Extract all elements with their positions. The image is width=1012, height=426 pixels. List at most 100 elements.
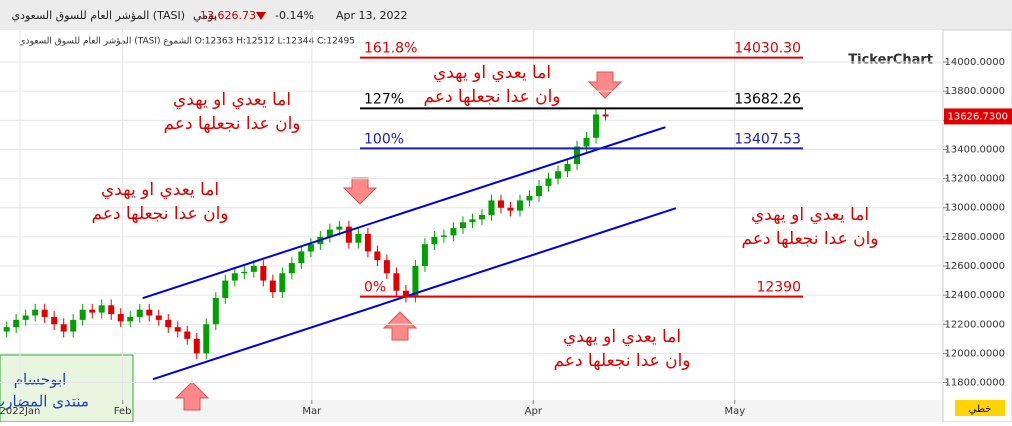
y-tick-label: 12600.0000 bbox=[945, 261, 1005, 272]
candle-body bbox=[298, 251, 305, 264]
candle-body bbox=[231, 273, 238, 281]
candle-body bbox=[497, 200, 504, 208]
candle-body bbox=[355, 233, 362, 243]
candle-body bbox=[51, 316, 58, 325]
y-tick-label: 13200.0000 bbox=[945, 174, 1005, 185]
arrow-up bbox=[174, 381, 210, 411]
candle-body bbox=[127, 316, 134, 322]
x-tick-label: Feb bbox=[114, 406, 132, 417]
candle-body bbox=[98, 305, 105, 313]
x-axis-strip bbox=[0, 400, 943, 422]
candle-body bbox=[155, 315, 162, 320]
candle-body bbox=[555, 171, 562, 179]
arrow-down bbox=[342, 177, 378, 205]
candle-body bbox=[184, 331, 191, 339]
candle-body bbox=[70, 319, 77, 332]
candle-body bbox=[393, 273, 400, 291]
y-tick-label: 13800.0000 bbox=[945, 86, 1005, 97]
candle-body bbox=[117, 314, 124, 322]
logo: TickerChart bbox=[848, 53, 933, 68]
candle-body bbox=[193, 338, 200, 354]
annotation: اما يعدي او يهدي bbox=[751, 205, 869, 225]
annotation: وان عدا نجعلها دعم bbox=[424, 87, 561, 107]
candle-body bbox=[440, 235, 447, 237]
candle-body bbox=[60, 324, 67, 332]
level-value: 13682.26 bbox=[734, 91, 801, 107]
candle-body bbox=[136, 309, 143, 317]
candle-body bbox=[431, 236, 438, 245]
change: -0.14% bbox=[275, 9, 314, 22]
symbol-name: المؤشر العام للسوق السعودي (TASI) bbox=[11, 9, 185, 22]
candle-body bbox=[326, 229, 333, 237]
arrow-down bbox=[587, 71, 623, 99]
y-tick-label: 12000.0000 bbox=[945, 348, 1005, 359]
y-axis-strip bbox=[942, 29, 1012, 423]
y-tick-label: 13400.0000 bbox=[945, 144, 1005, 155]
candle-body bbox=[507, 207, 514, 211]
annotation: وان عدا نجعلها دعم bbox=[554, 351, 691, 371]
y-tick-label: 12400.0000 bbox=[945, 290, 1005, 301]
candle-body bbox=[165, 319, 172, 328]
candle-body bbox=[526, 196, 533, 201]
arrows bbox=[174, 71, 623, 411]
candle-body bbox=[79, 309, 86, 320]
annotation: وان عدا نجعلها دعم bbox=[742, 229, 879, 249]
candle-body bbox=[402, 290, 409, 297]
watermark: ابوحسام bbox=[14, 371, 67, 389]
candle-body bbox=[222, 280, 229, 299]
level-label: 161.8% bbox=[364, 41, 417, 57]
candle-body bbox=[383, 260, 390, 274]
candle-body bbox=[459, 222, 466, 229]
candle-body bbox=[279, 273, 286, 293]
price-tag bbox=[944, 108, 1012, 125]
x-tick-label: Mar bbox=[302, 406, 322, 417]
y-tick-label: 11800.0000 bbox=[945, 378, 1005, 389]
annotation: اما يعدي او يهدي bbox=[101, 180, 219, 200]
ohlc-info: المؤشر العام للسوق السعودي (TASI) الشموع… bbox=[19, 37, 355, 47]
candle-body bbox=[307, 244, 314, 252]
arrow-up bbox=[382, 311, 418, 341]
candle-body bbox=[535, 185, 542, 197]
watermark: منتدى المضارب bbox=[0, 393, 89, 411]
candle-body bbox=[488, 200, 495, 215]
style-box bbox=[955, 400, 1005, 416]
annotation: اما يعدي او يهدي bbox=[563, 327, 681, 347]
x-tick-label: 2022Jan bbox=[0, 406, 40, 417]
level-value: 13407.53 bbox=[734, 131, 801, 147]
y-tick-label: 13000.0000 bbox=[945, 203, 1005, 214]
annotation: اما يعدي او يهدي bbox=[433, 63, 551, 83]
candle-body bbox=[345, 226, 352, 243]
candle-body bbox=[3, 327, 10, 332]
candle-body bbox=[288, 263, 295, 274]
candle-body bbox=[203, 324, 210, 354]
candle-body bbox=[89, 309, 96, 313]
candle-body bbox=[41, 309, 48, 317]
period: يومي bbox=[193, 9, 217, 22]
trendline bbox=[152, 207, 677, 381]
candle-body bbox=[146, 309, 153, 316]
candle-body bbox=[450, 228, 457, 236]
plot bbox=[0, 30, 943, 400]
trendline bbox=[142, 126, 666, 300]
price-tag-label: 13626.7300 bbox=[948, 111, 1008, 122]
candle-body bbox=[564, 164, 571, 172]
candle-body bbox=[469, 219, 476, 223]
candle-body bbox=[516, 200, 523, 211]
chart-style: خطي bbox=[969, 404, 992, 415]
y-tick-label: 12200.0000 bbox=[945, 319, 1005, 330]
candle-body bbox=[412, 265, 419, 297]
candle-body bbox=[583, 137, 590, 147]
annotation: وان عدا نجعلها دعم bbox=[92, 204, 229, 224]
candle-body bbox=[545, 178, 552, 186]
level-value: 14030.30 bbox=[734, 41, 801, 57]
candle-body bbox=[593, 114, 600, 138]
down-icon bbox=[256, 12, 266, 20]
candle-body bbox=[22, 315, 29, 320]
candle-body bbox=[212, 298, 219, 325]
candle-body bbox=[478, 215, 485, 220]
candle-body bbox=[269, 280, 276, 293]
x-tick-label: May bbox=[724, 406, 745, 417]
level-label: 0% bbox=[364, 280, 386, 296]
candle-body bbox=[13, 319, 20, 328]
